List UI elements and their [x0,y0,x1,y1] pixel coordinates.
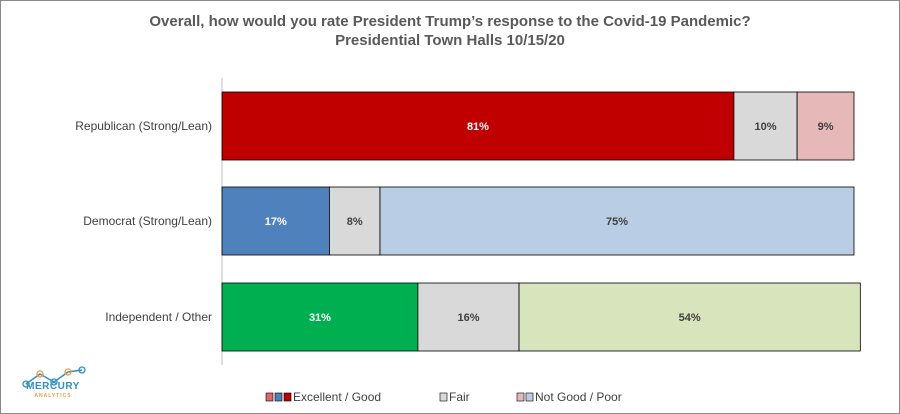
chart-title: Overall, how would you rate President Tr… [149,13,751,30]
chart-subtitle: Presidential Town Halls 10/15/20 [335,32,565,49]
mercury-logo-icon [22,366,86,388]
logo-tagline: ANALYTICS [34,393,72,399]
legend-swatch [439,392,448,402]
legend-swatch [525,392,534,402]
legend-label: Not Good / Poor [535,390,622,404]
logo-name: MERCURY [26,381,80,392]
bar-segment [417,282,520,352]
bar-segment [221,282,419,352]
data-label: 9% [818,121,834,133]
data-label: 81% [467,121,489,133]
bar-segment [221,186,330,256]
category-label: Republican (Strong/Lean) [75,119,212,133]
category-label: Independent / Other [105,310,212,324]
data-label: 17% [265,216,287,228]
bar-segment [379,186,855,256]
category-label: Democrat (Strong/Lean) [83,214,212,228]
data-label: 75% [606,216,628,228]
legend-swatch [265,392,274,402]
data-label: 31% [309,312,331,324]
bar-segment [329,186,381,256]
legend-swatch [516,392,525,402]
bar-segment [733,91,798,161]
legend-label: Excellent / Good [293,390,381,404]
data-label: 8% [347,216,363,228]
data-label: 54% [679,312,701,324]
data-label: 10% [755,121,777,133]
bar-segment [796,91,855,161]
legend-swatch [283,392,292,402]
data-label: 16% [457,312,479,324]
legend-swatch [274,392,283,402]
bar-segment [518,282,861,352]
legend-label: Fair [449,390,470,404]
bar-segment [221,91,735,161]
